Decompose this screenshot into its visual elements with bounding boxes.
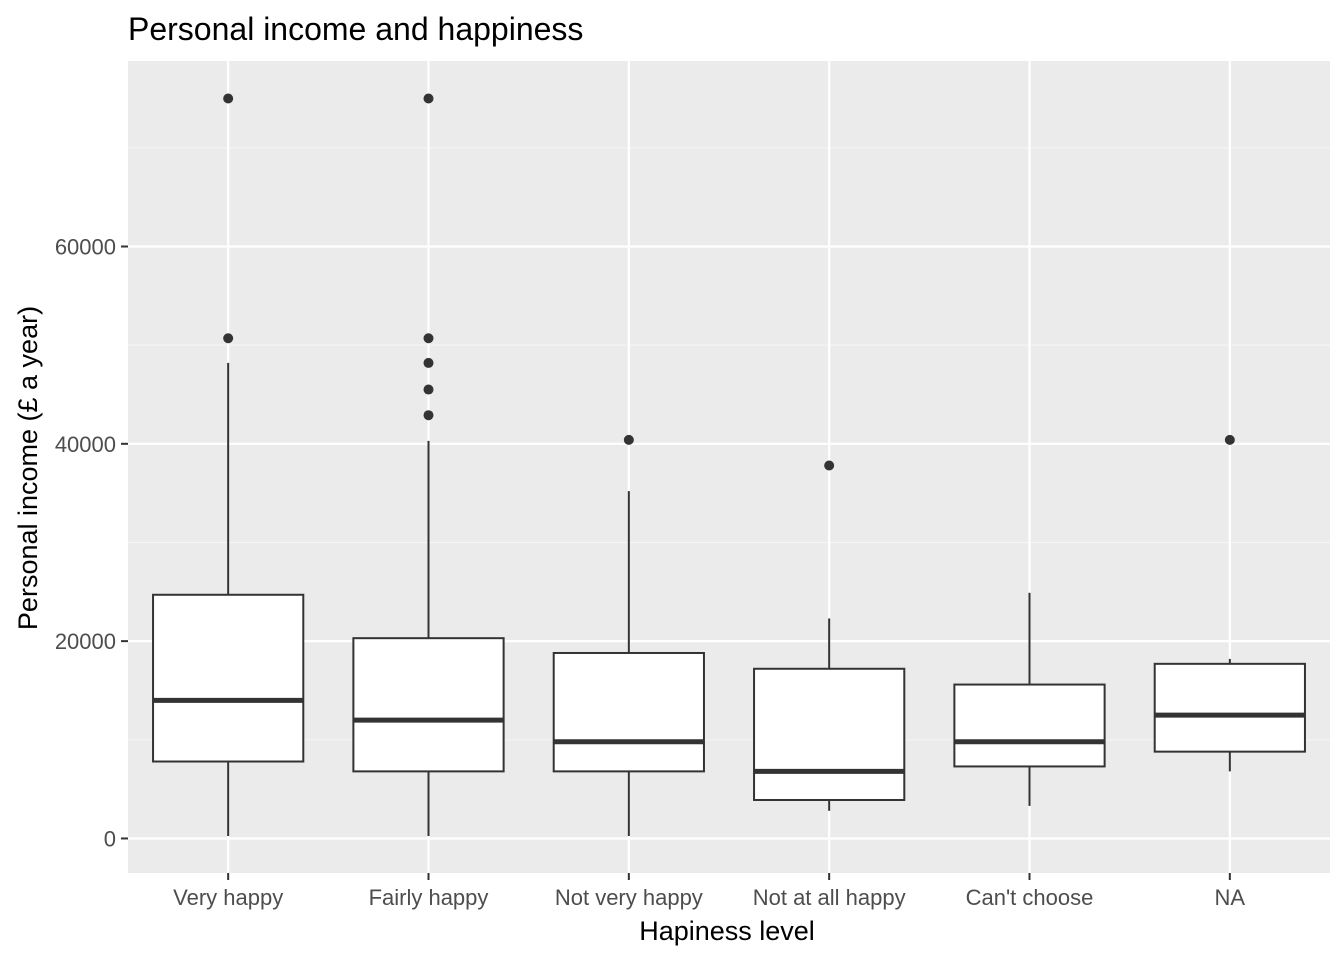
outlier-point (223, 93, 234, 104)
x-tick-label: Not at all happy (753, 885, 906, 910)
box-group (352, 93, 505, 837)
box-layer (152, 93, 1306, 837)
x-tick-label: Very happy (173, 885, 283, 910)
x-tick-label: Can't choose (966, 885, 1094, 910)
outlier-point (423, 333, 434, 344)
box-group (152, 93, 305, 837)
box-body (152, 593, 305, 763)
y-tick-label: 60000 (55, 234, 116, 259)
box-body (753, 667, 906, 801)
x-tick-label: Not very happy (555, 885, 703, 910)
x-tick-label: NA (1215, 885, 1246, 910)
chart-title: Personal income and happiness (128, 11, 583, 47)
box-body (352, 637, 505, 773)
box-group (753, 460, 906, 811)
outlier-point (824, 460, 835, 471)
box-group (1153, 434, 1306, 772)
y-tick-label: 0 (104, 826, 116, 851)
y-tick-label: 40000 (55, 432, 116, 457)
box-body (552, 651, 705, 773)
outlier-point (423, 93, 434, 104)
outlier-point (623, 434, 634, 445)
x-axis: Very happy Fairly happy Not very happy Not … (173, 873, 1245, 910)
outlier-point (1224, 434, 1235, 445)
box-group (552, 434, 705, 837)
plot-panel (128, 61, 1330, 873)
outlier-point (223, 333, 234, 344)
outlier-point (423, 357, 434, 368)
y-axis-title: Personal income (£ a year) (13, 306, 43, 630)
y-axis: 0 20000 40000 60000 (55, 234, 128, 851)
x-axis-title: Hapiness level (639, 916, 815, 946)
x-tick-label: Fairly happy (369, 885, 489, 910)
outlier-point (423, 384, 434, 395)
outlier-point (423, 410, 434, 421)
y-tick-label: 20000 (55, 629, 116, 654)
box-body (953, 683, 1106, 768)
minor-gridlines (128, 147, 1330, 741)
box-group (953, 592, 1106, 806)
box-body (1153, 662, 1306, 753)
